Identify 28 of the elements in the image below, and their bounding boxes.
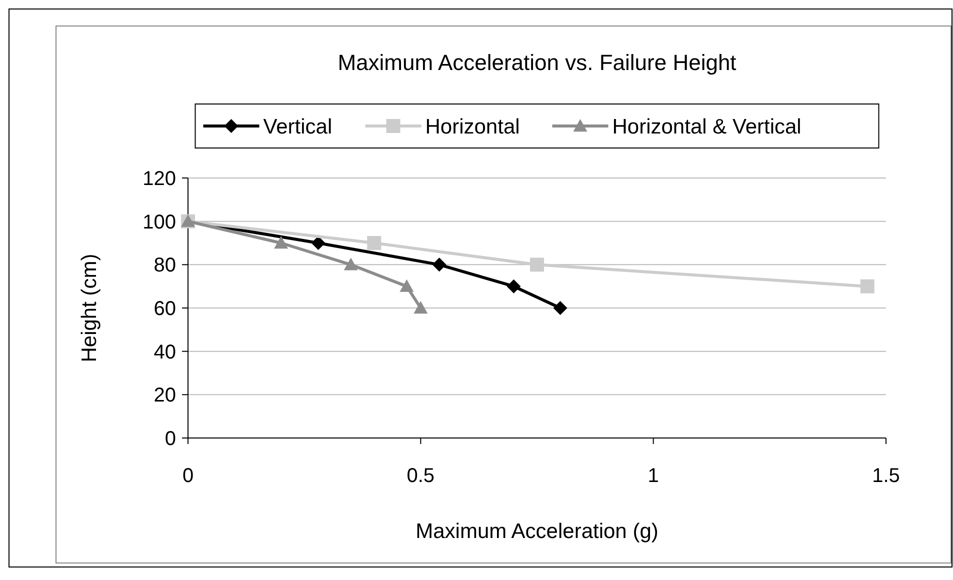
y-axis-title: Height (cm)	[78, 254, 101, 362]
y-tick-label: 100	[142, 211, 176, 234]
y-tick-label: 40	[154, 341, 176, 364]
point	[400, 279, 414, 292]
point	[432, 258, 446, 272]
point	[530, 258, 544, 272]
legend-label: Horizontal	[425, 115, 520, 138]
legend-label: Horizontal & Vertical	[612, 115, 802, 138]
point	[311, 236, 326, 250]
x-tick-label: 0	[182, 465, 194, 487]
point	[367, 236, 382, 250]
point	[506, 279, 521, 294]
y-tick-label: 80	[154, 254, 176, 277]
point	[553, 301, 568, 315]
point	[860, 279, 874, 294]
point	[274, 236, 288, 249]
point	[344, 258, 358, 270]
x-tick-label: 1.5	[872, 465, 900, 487]
y-tick-label: 120	[142, 168, 176, 190]
x-axis-title: Maximum Acceleration (g)	[416, 520, 658, 543]
x-tick-label: 0.5	[406, 465, 435, 487]
y-tick-label: 60	[154, 298, 176, 320]
chart-title: Maximum Acceleration vs. Failure Height	[338, 50, 736, 75]
x-tick-label: 1	[648, 465, 659, 487]
point	[414, 301, 428, 314]
legend-label: Vertical	[263, 115, 332, 138]
y-tick-label: 0	[164, 428, 176, 450]
y-tick-label: 20	[154, 384, 176, 407]
